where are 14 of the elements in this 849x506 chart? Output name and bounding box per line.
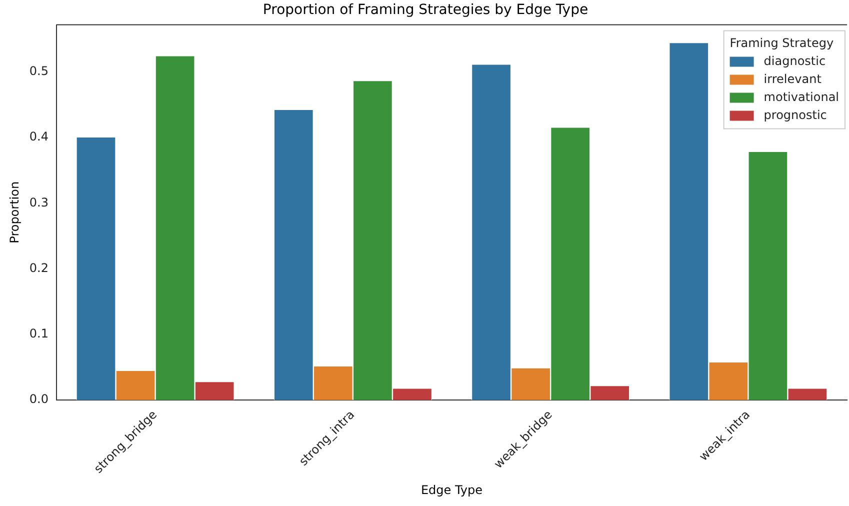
y-tick-label: 0.3 bbox=[29, 195, 48, 210]
y-tick-label: 0.1 bbox=[29, 326, 48, 340]
x-axis-title: Edge Type bbox=[420, 482, 483, 497]
legend-label: irrelevant bbox=[764, 72, 822, 86]
y-tick-label: 0.5 bbox=[29, 64, 48, 78]
chart-title: Proportion of Framing Strategies by Edge Type bbox=[262, 2, 588, 18]
legend-label: motivational bbox=[764, 90, 840, 104]
legend-label: diagnostic bbox=[764, 54, 826, 68]
y-tick-label: 0.2 bbox=[29, 260, 48, 275]
y-tick-label: 0.0 bbox=[29, 392, 48, 406]
y-tick-label: 0.4 bbox=[29, 130, 48, 144]
y-axis-title: Proportion bbox=[7, 181, 22, 244]
legend-label: prognostic bbox=[764, 108, 827, 122]
legend-title: Framing Strategy bbox=[730, 36, 834, 50]
